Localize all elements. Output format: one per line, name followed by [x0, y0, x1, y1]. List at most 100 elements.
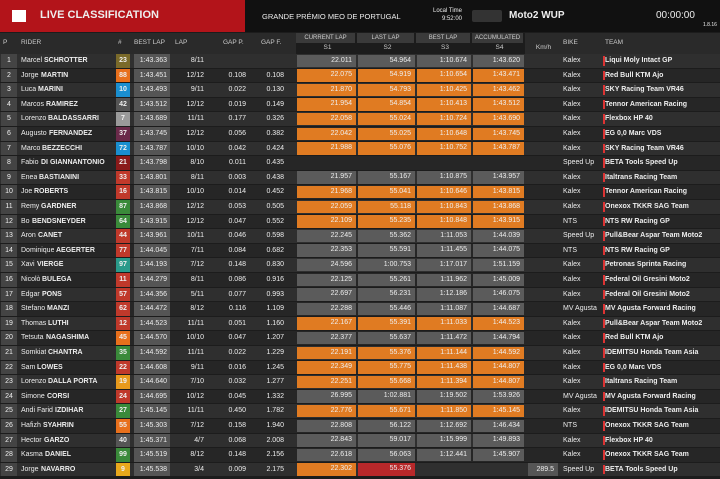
sector-time: 1:46.434 [473, 419, 524, 433]
position: 9 [1, 170, 17, 185]
bike: MV Agusta [563, 392, 597, 400]
best-lap: 1:45.519 [134, 448, 170, 462]
best-lap: 1:45.538 [134, 462, 170, 477]
last-name: NAGASHIMA [46, 334, 90, 342]
sector-time: 1:10.848 [417, 215, 471, 228]
sector-time: 22.288 [297, 302, 356, 316]
clock: 00:00:00 [656, 10, 695, 21]
gap-first: 0.916 [266, 276, 284, 283]
sector-time: 22.302 [297, 463, 356, 476]
last-name: SCHROTTER [44, 57, 88, 64]
gap-previous: 0.177 [228, 115, 246, 123]
sector-time: 22.109 [297, 215, 356, 228]
first-name: Kasma [21, 451, 43, 459]
position: 5 [1, 112, 17, 126]
first-name: Augusto [21, 130, 47, 137]
column-header: S1 [323, 44, 332, 51]
sector-time: 54.793 [358, 83, 415, 97]
first-name: Aron [21, 232, 36, 240]
best-lap: 1:45.371 [134, 433, 170, 448]
sector-header: LAST LAP [357, 33, 414, 43]
last-name: SYAHRIN [43, 422, 74, 429]
sector-time: 55.376 [358, 463, 415, 476]
last-name: MARINI [38, 86, 63, 94]
sector-time: 1:43.915 [473, 215, 524, 228]
best-lap: 1:44.472 [134, 302, 170, 316]
lap: 7/12 [190, 261, 204, 269]
best-lap: 1:43.451 [134, 68, 170, 83]
team: EG 0,0 Marc VDS [605, 130, 662, 137]
team: Italtrans Racing Team [605, 378, 678, 386]
gap-first: 1.207 [266, 334, 284, 342]
first-name: Hector [21, 436, 42, 444]
gap-previous: 0.068 [228, 436, 246, 444]
sector-time: 55.376 [358, 346, 415, 360]
gap-previous: 0.148 [228, 451, 246, 459]
sector-time: 1:44.075 [473, 244, 524, 257]
sector-time: 1:45.907 [473, 448, 524, 462]
gap-first: 0.438 [266, 173, 284, 181]
team-flag [603, 114, 605, 124]
lap: 12/12 [186, 71, 204, 79]
last-name: ROBERTS [34, 188, 69, 196]
team-flag [603, 304, 605, 314]
sector-time: 56.122 [358, 419, 415, 433]
first-name: Marco [21, 144, 41, 152]
sector-time: 1:11.053 [417, 229, 471, 243]
team-flag [603, 172, 605, 183]
gap-previous: 0.003 [228, 173, 246, 181]
bike: Kalex [563, 349, 581, 356]
team: SKY Racing Team VR46 [605, 86, 684, 94]
rider-number: 12 [116, 316, 130, 331]
column-header: BIKE [563, 39, 578, 46]
sector-time: 1:44.794 [473, 331, 524, 345]
sector-time: 21.870 [297, 83, 356, 97]
position: 25 [1, 404, 17, 418]
sector-time: 1:11.438 [417, 361, 471, 374]
team-flag [603, 85, 605, 95]
lap: 5/11 [190, 290, 204, 298]
sector-time: 55.446 [358, 302, 415, 316]
sector-time: 1:12.692 [417, 419, 471, 433]
first-name: Edgar [21, 290, 40, 298]
team-flag [603, 187, 605, 197]
lap: 7/12 [190, 422, 204, 429]
last-name: CANET [38, 232, 63, 240]
best-lap: 1:43.689 [134, 112, 170, 126]
sector-time: 55.362 [358, 229, 415, 243]
column-header: P [3, 39, 8, 46]
sector-time: 1:02.881 [358, 390, 415, 403]
lap: 11/11 [187, 115, 204, 123]
gap-previous: 0.022 [228, 86, 246, 94]
lap: 12/12 [186, 203, 204, 210]
sector-time: 22.377 [297, 331, 356, 345]
sector-time: 22.059 [297, 200, 356, 214]
position: 16 [1, 273, 17, 287]
sector-time: 55.167 [358, 171, 415, 184]
time-label: Local Time [432, 8, 462, 14]
sector-time: 56.231 [358, 288, 415, 301]
team-flag [603, 231, 605, 241]
bike: Speed Up [563, 159, 595, 167]
bike: NTS [563, 422, 577, 429]
sector-time: 1:11.455 [417, 244, 471, 257]
team-flag [603, 406, 605, 416]
gap-previous: 0.032 [228, 378, 246, 386]
bike: Kalex [563, 144, 581, 152]
gap-previous: 0.042 [228, 144, 246, 152]
first-name: Bo [21, 217, 30, 225]
sector-time: 1:10.425 [417, 83, 471, 97]
sector-time: 55.041 [358, 185, 415, 199]
team-flag [603, 450, 605, 460]
sector-time: 55.076 [358, 142, 415, 155]
position: 18 [1, 302, 17, 316]
team: NTS RW Racing GP [605, 246, 670, 254]
team-flag [603, 260, 605, 270]
bike: Kalex [563, 173, 581, 181]
gap-previous: 0.022 [228, 349, 246, 356]
gap-first: 1.245 [266, 363, 284, 371]
gap-first: 1.277 [266, 378, 284, 386]
sector-time: 24.596 [297, 258, 356, 272]
bike: Kalex [563, 407, 581, 415]
position: 28 [1, 448, 17, 462]
